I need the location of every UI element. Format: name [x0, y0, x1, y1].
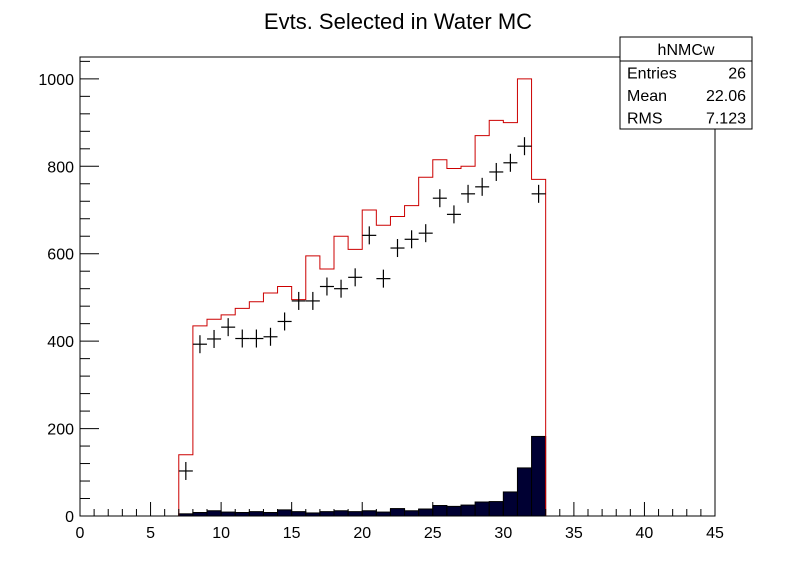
- filled-histogram-bar: [333, 510, 349, 517]
- data-point-marker: [207, 329, 222, 348]
- y-tick-label: 0: [65, 509, 74, 526]
- filled-histogram-bar: [404, 510, 420, 517]
- x-tick-label: 35: [565, 525, 583, 542]
- filled-histogram-bar: [389, 508, 406, 517]
- stats-box-title: hNMCw: [658, 42, 715, 59]
- filled-histogram-bar: [291, 511, 307, 517]
- data-point-marker: [192, 335, 207, 354]
- data-point-marker: [432, 189, 447, 208]
- stats-box: [619, 36, 753, 130]
- stats-row-value: 7.123: [706, 111, 746, 128]
- data-point-marker: [503, 153, 518, 172]
- red-step-histogram-line: [178, 78, 547, 516]
- stats-row-label: RMS: [627, 111, 663, 128]
- data-point-marker: [249, 329, 264, 348]
- x-tick-label: 10: [212, 525, 230, 542]
- y-tick-label: 400: [47, 334, 74, 351]
- x-tick-label: 0: [76, 525, 85, 542]
- data-point-marker: [489, 162, 504, 181]
- data-point-marker: [263, 327, 278, 346]
- filled-histogram-bar: [206, 510, 222, 517]
- data-point-marker: [376, 269, 391, 288]
- stats-row-value: 22.06: [706, 88, 746, 105]
- filled-histogram-bar: [418, 508, 434, 517]
- filled-histogram-bar: [488, 501, 504, 517]
- chart-title: Evts. Selected in Water MC: [264, 9, 532, 34]
- data-point-marker: [517, 137, 532, 156]
- data-point-marker: [418, 224, 433, 243]
- y-tick-label: 800: [47, 159, 74, 176]
- filled-histogram-bar: [516, 467, 533, 517]
- filled-histogram-bar: [375, 511, 391, 517]
- x-tick-label: 40: [636, 525, 654, 542]
- data-point-marker: [362, 226, 377, 245]
- x-tick-label: 20: [353, 525, 371, 542]
- filled-histogram-bar: [220, 511, 236, 517]
- x-tick-label: 25: [424, 525, 442, 542]
- stats-row-value: 26: [728, 65, 746, 82]
- data-point-marker: [446, 205, 461, 224]
- x-tick-label: 45: [706, 525, 724, 542]
- filled-histogram-bar: [305, 512, 321, 517]
- filled-histogram-bar: [234, 512, 250, 517]
- y-tick-label: 1000: [38, 72, 74, 89]
- data-point-marker: [305, 291, 320, 310]
- data-point-marker: [291, 291, 306, 310]
- x-tick-label: 5: [146, 525, 155, 542]
- data-point-marker: [348, 268, 363, 287]
- data-point-marker: [404, 230, 419, 249]
- filled-histogram-bar: [361, 510, 377, 517]
- filled-histogram-bar: [460, 504, 476, 517]
- data-point-marker: [531, 184, 546, 203]
- filled-histogram-bar: [446, 505, 462, 517]
- filled-histogram-bar: [178, 513, 194, 517]
- data-point-marker: [319, 277, 334, 296]
- data-point-marker: [178, 461, 193, 480]
- data-point-marker: [334, 279, 349, 298]
- filled-histogram-bar: [347, 511, 363, 517]
- y-tick-label: 600: [47, 247, 74, 264]
- filled-histogram-bar: [319, 511, 335, 517]
- data-point-marker: [221, 318, 236, 337]
- stats-row-label: Entries: [627, 65, 677, 82]
- filled-histogram-bar: [531, 435, 547, 517]
- data-point-marker: [390, 239, 405, 258]
- filled-histogram-bar: [432, 505, 448, 517]
- filled-histogram-bar: [192, 512, 208, 517]
- data-point-marker: [235, 329, 250, 348]
- filled-histogram-bar: [262, 512, 279, 517]
- data-point-marker: [461, 184, 476, 203]
- x-tick-label: 30: [494, 525, 512, 542]
- filled-histogram-bar: [248, 511, 264, 517]
- filled-histogram-bar: [277, 509, 293, 517]
- data-point-marker: [277, 312, 292, 331]
- x-tick-label: 15: [283, 525, 301, 542]
- filled-histogram-bar: [502, 491, 518, 517]
- data-point-marker: [475, 177, 490, 196]
- stats-row-label: Mean: [627, 88, 667, 105]
- y-tick-label: 200: [47, 422, 74, 439]
- filled-histogram-bar: [474, 501, 490, 517]
